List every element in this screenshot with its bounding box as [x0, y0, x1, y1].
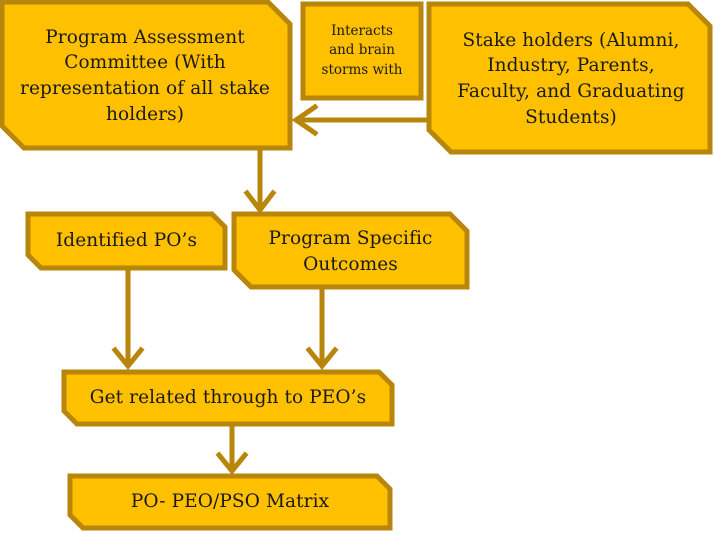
peo-box: [61, 369, 395, 427]
pso-box: [231, 211, 470, 290]
committee-box: [0, 0, 293, 151]
identified-po-label: Identified PO’s: [55, 230, 198, 252]
matrix-box: [67, 473, 393, 531]
committee-label: Program Assessment Committee (With repre…: [20, 26, 270, 125]
peo-label: Get related through to PEO’s: [89, 387, 367, 409]
pso-label: Program Specific Outcomes: [268, 227, 433, 275]
arrow-pso-to-peo: [305, 287, 339, 370]
arrow-peo-to-matrix: [215, 424, 249, 475]
interacts-label: Interacts and brain storms with: [321, 22, 403, 78]
matrix-label: PO- PEO/PSO Matrix: [130, 491, 330, 513]
arrow-committee-to-pso: [243, 148, 277, 215]
stakeholders-box: [426, 1, 713, 155]
arrow-identified-po-to-peo: [111, 268, 145, 370]
stakeholders-label: Stake holders (Alumni, Industry, Parents…: [457, 29, 685, 128]
arrow-stakeholders-to-committee: [291, 103, 429, 137]
identified-po-box: [25, 211, 228, 271]
interacts-box: [300, 1, 424, 101]
